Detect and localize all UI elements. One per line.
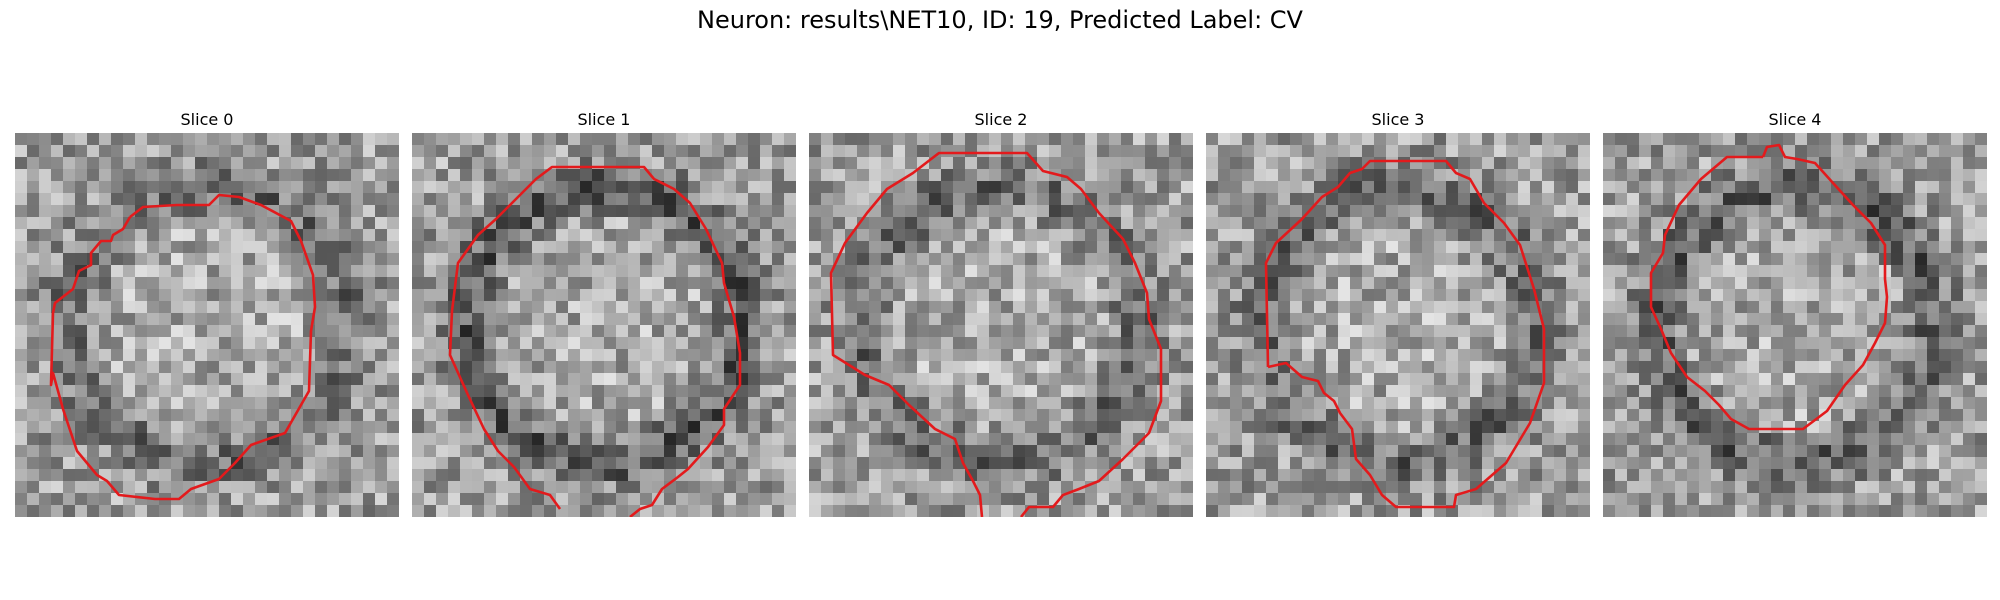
slice-panel-3: Slice 3 [1206, 109, 1590, 517]
slice-panel-0: Slice 0 [15, 109, 399, 517]
grayscale-patch [1206, 133, 1590, 517]
segmentation-contour [1649, 143, 1889, 431]
segmentation-contour [448, 165, 742, 517]
slice-image [1206, 133, 1590, 517]
slice-image [809, 133, 1193, 517]
slice-image [1603, 133, 1987, 517]
figure-title: Neuron: results\NET10, ID: 19, Predicted… [697, 6, 1303, 34]
slice-panel-1: Slice 1 [412, 109, 796, 517]
slice-title: Slice 0 [180, 110, 234, 129]
slice-image [15, 133, 399, 517]
segmentation-contour [1264, 159, 1546, 509]
slice-title: Slice 2 [974, 110, 1028, 129]
slice-title: Slice 1 [577, 110, 631, 129]
grayscale-patch [412, 133, 796, 517]
contour-overlay [1649, 143, 1889, 431]
contour-overlay [49, 193, 317, 501]
segmentation-contour [829, 151, 1163, 517]
grayscale-patch [1603, 133, 1987, 517]
slice-panel-2: Slice 2 [809, 109, 1193, 517]
segmentation-contour [49, 193, 317, 501]
slice-title: Slice 4 [1768, 110, 1822, 129]
contour-overlay [448, 165, 742, 517]
contour-overlay [1264, 159, 1546, 509]
slice-panel-4: Slice 4 [1603, 109, 1987, 517]
slice-image [412, 133, 796, 517]
slice-title: Slice 3 [1371, 110, 1425, 129]
contour-overlay [829, 151, 1163, 517]
